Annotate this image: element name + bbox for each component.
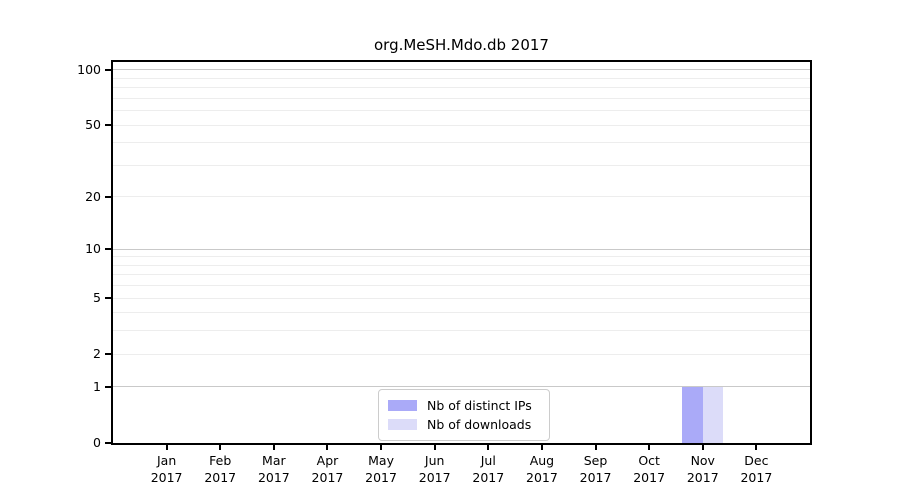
gridline-y-7 (113, 274, 810, 276)
x-tick-month: Aug (529, 453, 555, 468)
x-tick-jul (487, 445, 490, 450)
x-tick-apr (326, 445, 329, 450)
x-tick-year: 2017 (579, 470, 612, 485)
x-tick-feb (219, 445, 222, 450)
gridline-y-9 (113, 256, 810, 258)
gridline-y-30 (113, 164, 810, 166)
x-tick-year: 2017 (472, 470, 505, 485)
x-tick-year: 2017 (418, 470, 451, 485)
x-tick-dec (755, 445, 758, 450)
y-tick-2 (105, 353, 111, 356)
y-tick-50 (105, 124, 111, 127)
x-tick-year: 2017 (686, 470, 719, 485)
x-tick-label-jul: Jul 2017 (472, 452, 504, 486)
x-tick-year: 2017 (150, 470, 183, 485)
x-tick-year: 2017 (633, 470, 666, 485)
x-tick-year: 2017 (740, 470, 773, 485)
y-tick-20 (105, 195, 111, 198)
axis-ticks-layer: 0 1 2 5 10 20 50 100 Jan 2017 Feb 2017 Mar 2017 Apr 201… (77, 62, 810, 485)
x-tick-month: Oct (638, 453, 660, 468)
bar-nov-distinct-ips (682, 386, 703, 443)
legend: Nb of distinct IPs Nb of downloads (378, 389, 550, 441)
x-tick-label-mar: Mar 2017 (258, 452, 290, 486)
x-tick-year: 2017 (204, 470, 237, 485)
x-tick-jun (433, 445, 436, 450)
gridline-y-100 (113, 69, 810, 71)
bars-layer (113, 62, 810, 443)
y-tick-label-50: 50 (85, 117, 101, 133)
y-tick-100 (105, 68, 111, 71)
x-tick-month: Jun (424, 453, 445, 468)
gridline-y-70 (113, 97, 810, 99)
gridline-y-4 (113, 312, 810, 314)
gridline-y-20 (113, 196, 810, 198)
x-tick-label-jan: Jan 2017 (151, 452, 183, 486)
x-tick-label-oct: Oct 2017 (633, 452, 665, 486)
chart-title: org.MeSH.Mdo.db 2017 (374, 36, 549, 54)
x-tick-month: Jan (156, 453, 177, 468)
x-tick-label-aug: Aug 2017 (526, 452, 558, 486)
x-tick-month: Sep (583, 453, 608, 468)
x-tick-month: Jul (480, 453, 496, 468)
x-tick-label-nov: Nov 2017 (687, 452, 719, 486)
x-tick-jan (165, 445, 168, 450)
x-tick-aug (540, 445, 543, 450)
x-tick-nov (701, 445, 704, 450)
legend-entry-downloads: Nb of downloads (379, 415, 549, 434)
gridline-y-5 (113, 297, 810, 299)
x-tick-label-jun: Jun 2017 (419, 452, 451, 486)
gridline-y-90 (113, 77, 810, 79)
x-tick-month: May (368, 453, 394, 468)
x-tick-sep (594, 445, 597, 450)
y-tick-5 (105, 297, 111, 300)
gridline-y-80 (113, 87, 810, 89)
x-tick-label-may: May 2017 (365, 452, 397, 486)
y-tick-label-100: 100 (77, 61, 101, 77)
gridline-y-10 (113, 248, 810, 250)
y-tick-label-0: 0 (93, 435, 101, 450)
gridline-y-40 (113, 142, 810, 144)
legend-entry-distinct-ips: Nb of distinct IPs (379, 396, 549, 415)
y-tick-label-2: 2 (93, 346, 101, 362)
y-tick-0 (105, 442, 111, 444)
legend-label-distinct-ips: Nb of distinct IPs (427, 398, 532, 413)
x-tick-label-feb: Feb 2017 (204, 452, 236, 486)
legend-swatch-downloads (388, 419, 417, 430)
bar-nov-downloads (702, 386, 724, 443)
x-tick-label-sep: Sep 2017 (580, 452, 612, 486)
x-tick-month: Dec (744, 453, 769, 468)
legend-swatch-distinct-ips (388, 400, 417, 411)
gridlines-layer (113, 62, 810, 443)
y-tick-label-10: 10 (85, 241, 101, 257)
x-tick-oct (648, 445, 651, 450)
y-tick-10 (105, 248, 111, 251)
gridline-y-60 (113, 110, 810, 112)
x-tick-year: 2017 (257, 470, 290, 485)
x-tick-mar (272, 445, 275, 450)
x-tick-month: Feb (209, 453, 232, 468)
y-tick-label-1: 1 (93, 378, 101, 394)
x-tick-may (380, 445, 383, 450)
x-tick-month: Mar (262, 453, 286, 468)
gridline-y-3 (113, 330, 810, 332)
x-tick-year: 2017 (311, 470, 344, 485)
legend-label-downloads: Nb of downloads (427, 417, 532, 432)
y-tick-label-5: 5 (93, 290, 101, 306)
y-tick-label-20: 20 (85, 188, 101, 204)
x-tick-year: 2017 (365, 470, 397, 485)
x-tick-label-dec: Dec 2017 (740, 452, 772, 486)
x-tick-month: Nov (690, 453, 715, 468)
gridline-y-50 (113, 124, 810, 126)
gridline-y-1 (113, 386, 810, 388)
x-tick-month: Apr (316, 453, 339, 468)
gridline-y-6 (113, 285, 810, 287)
y-tick-1 (105, 385, 111, 388)
gridline-y-8 (113, 264, 810, 266)
x-tick-label-apr: Apr 2017 (312, 452, 344, 486)
plot-area: 0 1 2 5 10 20 50 100 Jan 2017 Feb 2017 Mar 2017 Apr 201… (77, 60, 812, 485)
gridline-y-2 (113, 353, 810, 355)
x-tick-year: 2017 (526, 470, 558, 485)
